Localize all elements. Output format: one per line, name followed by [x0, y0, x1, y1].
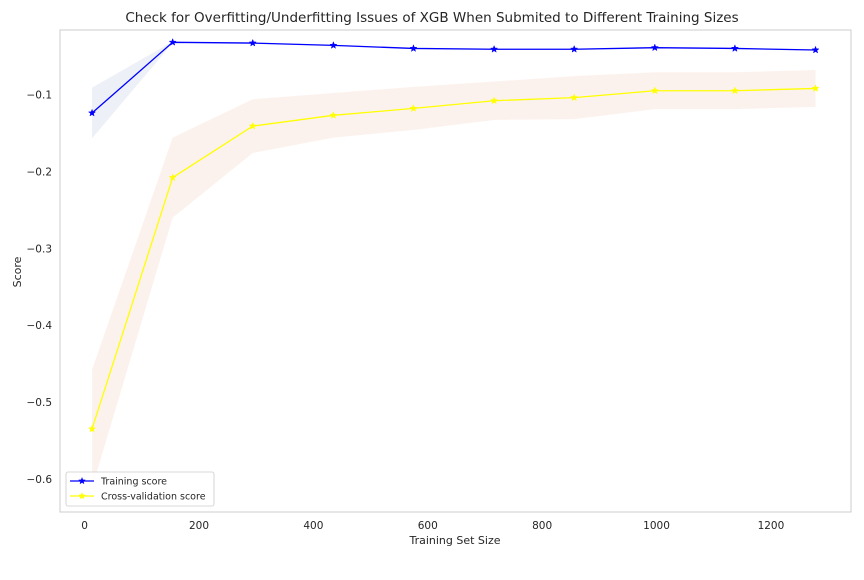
legend: Training score Cross-validation score — [65, 471, 215, 507]
data-point — [248, 38, 257, 47]
x-axis-ticks: 0 200 400 600 800 1000 1200 — [81, 520, 784, 532]
data-point — [811, 45, 820, 54]
legend-marker-0 — [78, 476, 86, 485]
y-tick-label: −0.2 — [27, 166, 53, 178]
y-tick-label: −0.5 — [27, 397, 53, 409]
confidence-bands — [92, 41, 816, 489]
data-point — [409, 44, 418, 52]
legend-marker-1 — [78, 491, 86, 500]
series-line-0 — [91, 41, 816, 114]
x-tick-label: 200 — [189, 520, 209, 532]
data-point — [248, 121, 257, 130]
data-point — [730, 86, 740, 95]
data-point — [489, 44, 499, 53]
data-point — [409, 104, 418, 112]
x-axis-label: Training Set Size — [408, 534, 500, 547]
confidence-band-0 — [92, 41, 816, 139]
x-tick-label: 0 — [81, 520, 88, 532]
data-point — [87, 108, 97, 117]
data-point — [650, 43, 659, 52]
y-tick-label: −0.6 — [27, 474, 53, 486]
data-point — [730, 44, 740, 52]
x-tick-label: 1200 — [758, 520, 785, 532]
data-point — [811, 84, 820, 92]
legend-label-1: Cross-validation score — [101, 492, 206, 503]
y-axis-ticks: −0.1 −0.2 −0.3 −0.4 −0.5 −0.6 — [27, 90, 53, 486]
data-point — [87, 424, 97, 433]
data-point — [489, 96, 499, 105]
y-axis-label: Score — [11, 256, 24, 287]
x-tick-label: 1000 — [643, 520, 670, 532]
data-point — [168, 37, 177, 46]
data-point — [168, 173, 177, 182]
legend-label-0: Training score — [100, 477, 167, 488]
data-point — [329, 111, 338, 119]
legend-box — [65, 471, 215, 507]
data-point — [650, 86, 659, 95]
series-line-1 — [91, 87, 816, 430]
x-tick-label: 400 — [303, 520, 323, 532]
plot-area — [60, 30, 851, 512]
series-lines — [91, 41, 816, 430]
plot-frame — [59, 29, 852, 513]
series-markers — [87, 37, 820, 433]
data-point — [329, 41, 338, 49]
x-tick-label: 800 — [532, 520, 552, 532]
data-point — [570, 93, 579, 102]
data-point — [570, 44, 579, 53]
x-tick-label: 600 — [418, 520, 438, 532]
y-tick-label: −0.1 — [27, 90, 53, 102]
y-tick-label: −0.3 — [27, 243, 53, 255]
chart-title: Check for Overfitting/Underfitting Issue… — [125, 10, 738, 26]
y-tick-label: −0.4 — [27, 320, 53, 332]
